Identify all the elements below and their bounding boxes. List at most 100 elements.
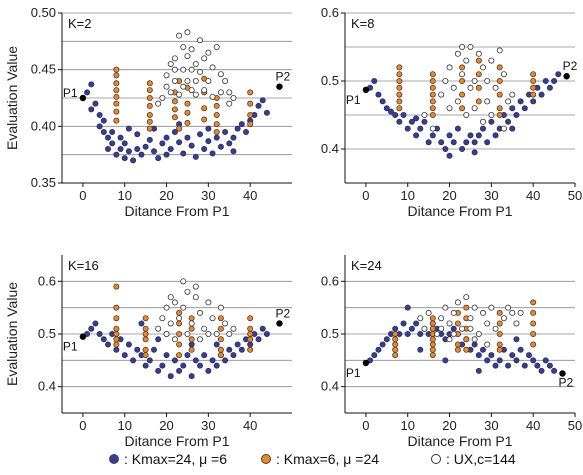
data-point-blue: [404, 125, 411, 132]
data-point-orange: [146, 112, 153, 119]
data-point-orange: [213, 102, 220, 109]
data-point-orange: [113, 315, 120, 322]
data-point-orange: [392, 346, 399, 353]
data-point-orange: [176, 125, 183, 132]
endpoint-marker-p2: [276, 83, 283, 90]
data-point-orange: [496, 330, 503, 337]
y-tick-label: 0.5: [321, 73, 339, 88]
data-point-blue: [517, 98, 524, 105]
data-point-orange: [396, 98, 403, 105]
data-point-blue: [546, 84, 553, 91]
data-point-orange: [113, 341, 120, 348]
data-point-white: [459, 71, 466, 78]
data-point-blue: [371, 352, 378, 359]
data-point-white: [196, 68, 203, 75]
data-point-blue: [392, 112, 399, 119]
data-point-blue: [163, 134, 170, 141]
data-point-orange: [247, 121, 254, 128]
data-point-white: [188, 320, 195, 327]
data-point-blue: [226, 140, 233, 147]
data-point-blue: [213, 134, 220, 141]
data-point-orange: [459, 105, 466, 112]
data-point-white: [171, 66, 178, 73]
data-point-blue: [259, 97, 266, 104]
data-point-blue: [513, 357, 520, 364]
endpoint-marker-p1: [79, 94, 87, 102]
data-point-blue: [479, 346, 486, 353]
data-point-orange: [496, 320, 503, 327]
data-point-orange: [146, 125, 153, 132]
data-point-orange: [454, 346, 461, 353]
data-point-blue: [230, 148, 237, 155]
data-point-blue: [383, 336, 390, 343]
data-point-white: [488, 304, 495, 311]
data-point-white: [188, 46, 195, 53]
data-point-blue: [247, 341, 254, 348]
data-point-white: [192, 294, 199, 301]
data-point-blue: [192, 357, 199, 364]
data-point-white: [205, 299, 212, 306]
data-point-orange: [247, 315, 254, 322]
data-point-white: [171, 336, 178, 343]
data-point-orange: [429, 105, 436, 112]
data-point-white: [167, 89, 174, 96]
data-point-orange: [213, 121, 220, 128]
data-point-white: [467, 325, 474, 332]
data-point-orange: [475, 71, 482, 78]
data-point-white: [213, 44, 220, 51]
data-point-orange: [429, 71, 436, 78]
data-point-orange: [463, 304, 470, 311]
data-point-blue: [238, 346, 245, 353]
x-tick-label: 30: [201, 188, 215, 203]
data-point-orange: [146, 87, 153, 94]
data-point-white: [192, 61, 199, 68]
data-point-blue: [446, 152, 453, 159]
data-point-orange: [496, 309, 503, 316]
data-point-white: [479, 118, 486, 125]
endpoint-marker-p1: [362, 359, 370, 367]
data-point-orange: [201, 105, 208, 112]
data-point-blue: [551, 78, 558, 85]
data-point-orange: [429, 78, 436, 85]
data-point-blue: [488, 352, 495, 359]
data-point-orange: [530, 330, 537, 337]
data-point-orange: [142, 330, 149, 337]
data-point-blue: [408, 118, 415, 125]
data-point-blue: [105, 341, 112, 348]
data-point-orange: [184, 109, 191, 116]
data-point-blue: [484, 139, 491, 146]
data-point-orange: [392, 330, 399, 337]
data-point-blue: [396, 118, 403, 125]
data-point-orange: [184, 119, 191, 126]
data-point-blue: [400, 112, 407, 119]
data-point-blue: [255, 102, 262, 109]
data-point-white: [184, 288, 191, 295]
data-point-blue: [383, 105, 390, 112]
data-point-white: [180, 304, 187, 311]
data-point-blue: [121, 140, 128, 147]
data-point-white: [163, 83, 170, 90]
data-point-orange: [171, 114, 178, 121]
data-point-white: [217, 304, 224, 311]
data-point-blue: [155, 155, 162, 162]
data-point-blue: [113, 346, 120, 353]
data-point-blue: [400, 320, 407, 327]
data-point-blue: [196, 131, 203, 138]
y-tick-label: 0.6: [321, 5, 339, 20]
data-point-white: [201, 55, 208, 62]
data-point-orange: [217, 352, 224, 359]
data-point-orange: [429, 112, 436, 119]
data-point-white: [209, 315, 216, 322]
data-point-blue: [171, 128, 178, 135]
data-point-white: [505, 304, 512, 311]
data-point-orange: [142, 315, 149, 322]
data-point-blue: [88, 325, 95, 332]
data-point-orange: [530, 91, 537, 98]
data-point-orange: [142, 325, 149, 332]
data-point-orange: [496, 112, 503, 119]
endpoint-label-p2: P2: [558, 376, 573, 390]
data-point-white: [201, 87, 208, 94]
chart-panel-2: 0.4 0.5 0.6 0 10 20 30 40 50 Ditance From P1 K=8 P1…: [321, 5, 582, 219]
data-point-blue: [242, 128, 249, 135]
legend-marker-2: [261, 454, 271, 464]
